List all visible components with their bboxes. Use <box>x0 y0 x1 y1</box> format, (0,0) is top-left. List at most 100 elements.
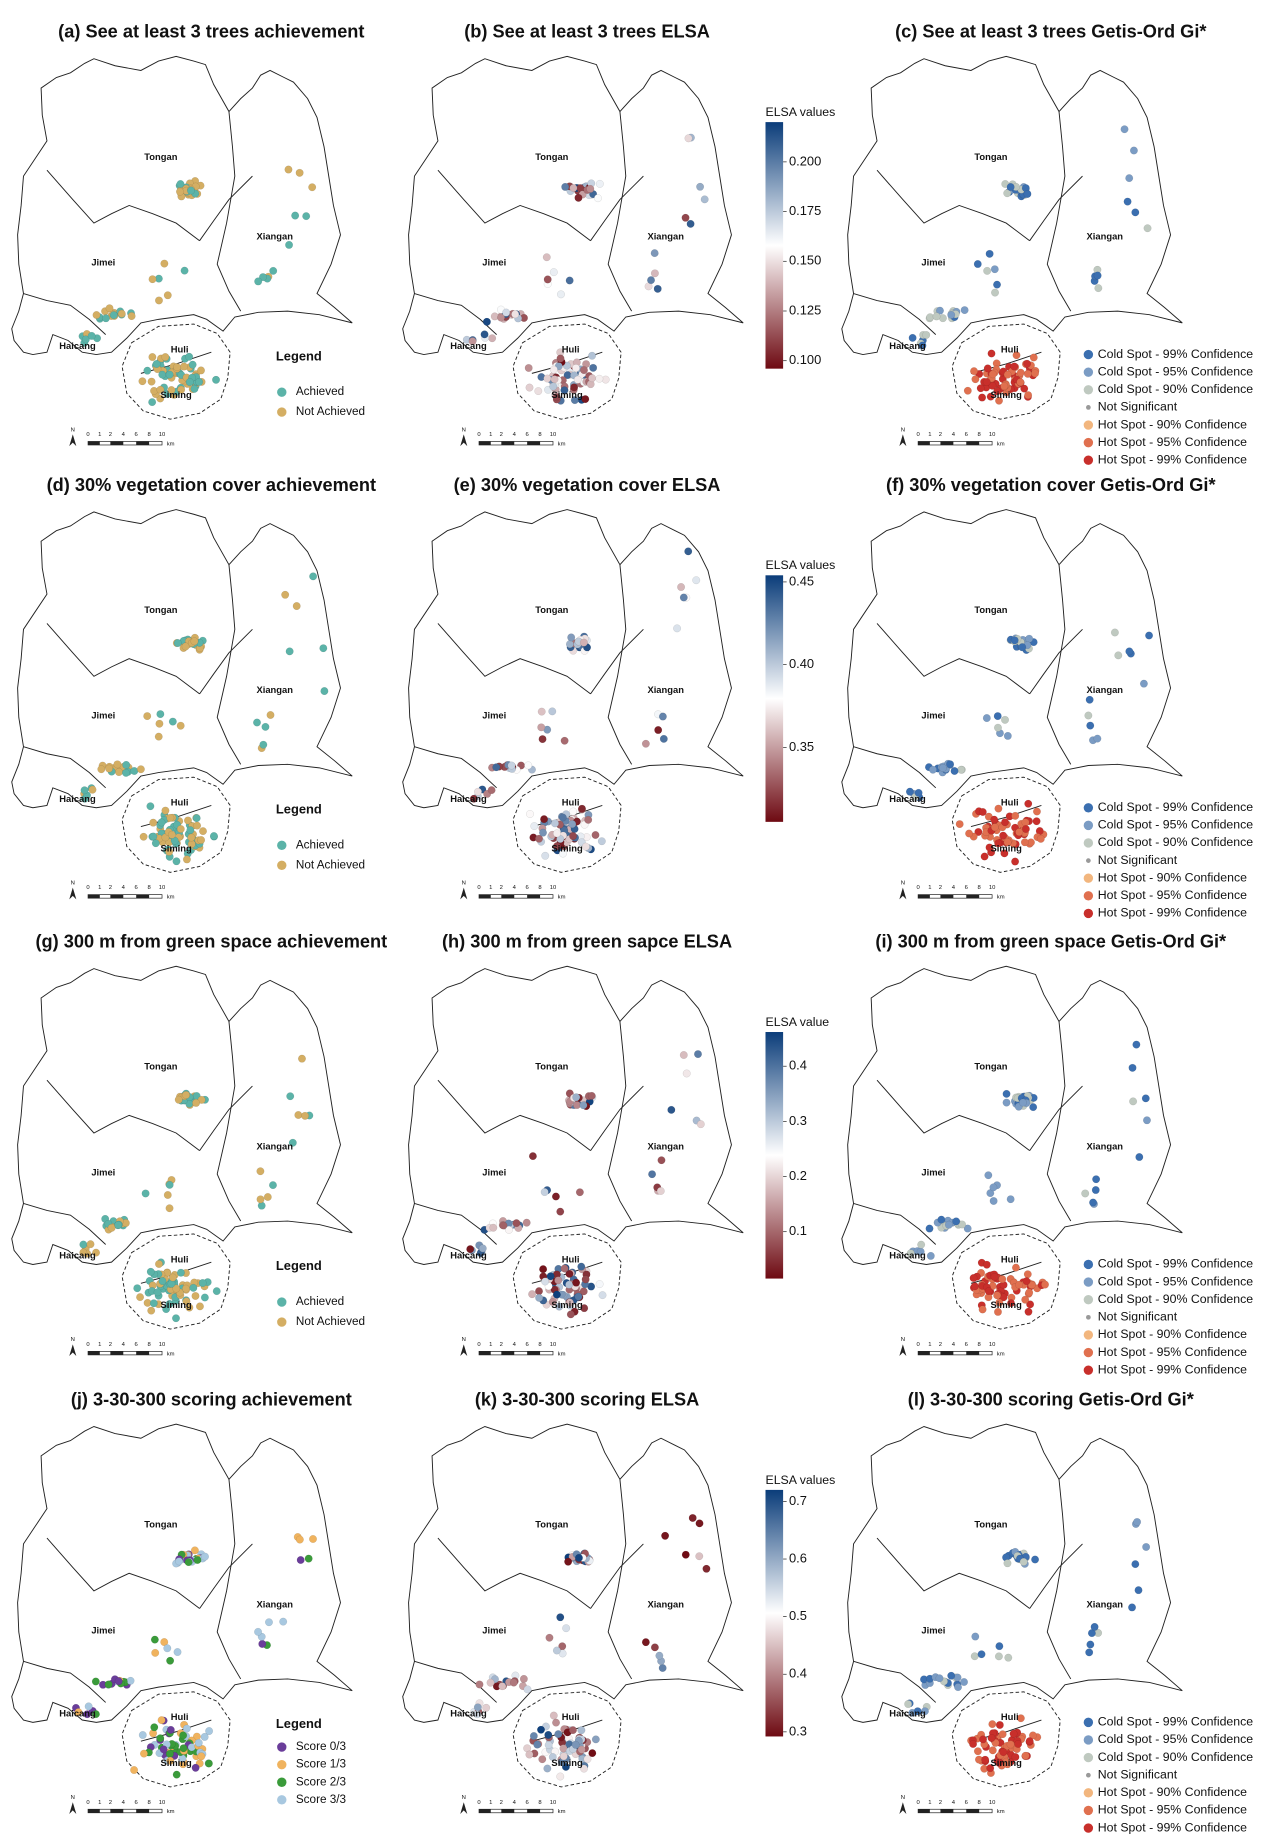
site-point <box>182 1297 191 1306</box>
panel-title: (l) 3-30-300 scoring Getis-Ord Gi* <box>908 1389 1195 1409</box>
site-point <box>187 1743 196 1752</box>
site-point <box>647 276 656 285</box>
map-panel: (e) 30% vegetation cover ELSA Tongan Jimei… <box>402 475 835 901</box>
scale-segment <box>966 894 980 899</box>
site-point <box>1128 1603 1137 1612</box>
scale-label: 0 <box>916 432 920 438</box>
district-label: Jimei <box>921 710 945 721</box>
scale-label: 1 <box>98 432 101 438</box>
legend-swatch <box>1083 891 1094 901</box>
district-label: Xiangan <box>1087 684 1124 695</box>
scale-label: 1 <box>98 885 101 891</box>
site-point <box>198 1279 207 1288</box>
north-label: N <box>71 427 75 433</box>
site-point <box>906 1249 915 1258</box>
scale-label: 8 <box>978 432 981 438</box>
site-point <box>200 1732 209 1741</box>
site-point <box>577 1745 586 1754</box>
scale-label: 6 <box>135 432 138 438</box>
legend-label: Cold Spot - 99% Confidence <box>1098 1715 1254 1729</box>
panel-title: (f) 30% vegetation cover Getis-Ord Gi* <box>886 475 1216 495</box>
site-point <box>988 381 997 390</box>
site-point <box>641 739 650 748</box>
site-point <box>294 1111 303 1120</box>
site-point <box>971 1632 980 1641</box>
site-point <box>143 712 152 721</box>
scale-unit: km <box>997 1809 1005 1815</box>
district-label: Haicang <box>889 340 926 351</box>
site-point <box>654 726 663 735</box>
north-arrow <box>460 434 468 447</box>
site-point <box>1120 125 1129 134</box>
legend-swatch <box>1083 455 1094 465</box>
site-point <box>540 815 549 824</box>
site-point <box>1003 838 1012 847</box>
site-point <box>544 1730 553 1739</box>
north-arrow <box>460 1344 468 1357</box>
map-panel: (f) 30% vegetation cover Getis-Ord Gi* To… <box>841 475 1253 920</box>
scale-segment <box>88 441 100 445</box>
site-point <box>574 193 583 202</box>
site-point <box>502 308 511 317</box>
site-point <box>1021 818 1030 827</box>
scale-label: 1 <box>928 432 931 438</box>
site-point <box>574 1292 583 1301</box>
scale-label: 2 <box>109 1342 112 1348</box>
site-point <box>197 836 206 845</box>
legend-swatch <box>1083 1788 1094 1798</box>
scale-label: 1 <box>98 1342 101 1348</box>
site-point <box>1009 1729 1018 1738</box>
site-point <box>579 366 588 375</box>
site-point <box>990 1272 999 1281</box>
site-point <box>993 280 1002 289</box>
site-point <box>947 310 956 319</box>
site-point <box>1110 628 1119 637</box>
scale-label: 8 <box>147 1800 150 1806</box>
site-point <box>564 1557 573 1566</box>
north-label: N <box>462 427 466 433</box>
site-point <box>122 760 131 769</box>
site-point <box>156 710 165 719</box>
scale-label: 0 <box>477 432 481 438</box>
scale-label: 2 <box>939 885 942 891</box>
site-point <box>148 398 157 407</box>
site-point <box>955 820 964 829</box>
district-label: Jimei <box>482 1166 506 1177</box>
north-arrow <box>899 434 907 447</box>
site-point <box>92 1248 101 1257</box>
site-point <box>679 593 688 602</box>
site-point <box>999 831 1008 840</box>
legend-swatch <box>277 1759 287 1770</box>
site-point <box>160 259 169 268</box>
site-point <box>188 360 197 369</box>
site-point <box>1024 799 1033 808</box>
site-point <box>541 1277 550 1286</box>
site-point <box>258 1639 267 1648</box>
scale-segment <box>527 1351 541 1355</box>
site-point <box>200 1293 209 1302</box>
site-point <box>319 644 328 653</box>
site-point <box>960 306 969 315</box>
site-point <box>1011 811 1020 820</box>
legend-swatch <box>277 1317 287 1327</box>
site-point <box>489 1223 498 1232</box>
scale-label: 10 <box>989 1800 996 1806</box>
site-point <box>525 809 534 818</box>
site-point <box>986 392 995 401</box>
site-point <box>105 764 114 773</box>
scale-segment <box>966 1351 980 1355</box>
colorbar-tick-label: 0.45 <box>789 573 814 588</box>
site-point <box>995 396 1004 405</box>
site-point <box>263 1192 272 1201</box>
scale-unit: km <box>558 1809 566 1815</box>
site-point <box>584 815 593 824</box>
site-point <box>92 311 101 319</box>
site-point <box>935 1674 944 1683</box>
scale-label: 6 <box>965 885 968 891</box>
panel-title: (d) 30% vegetation cover achievement <box>47 475 377 495</box>
site-point <box>163 291 172 300</box>
legend-label: Hot Spot - 90% Confidence <box>1098 417 1247 431</box>
scale-label: 10 <box>550 432 557 438</box>
site-point <box>212 1287 221 1296</box>
site-point <box>588 1749 597 1758</box>
